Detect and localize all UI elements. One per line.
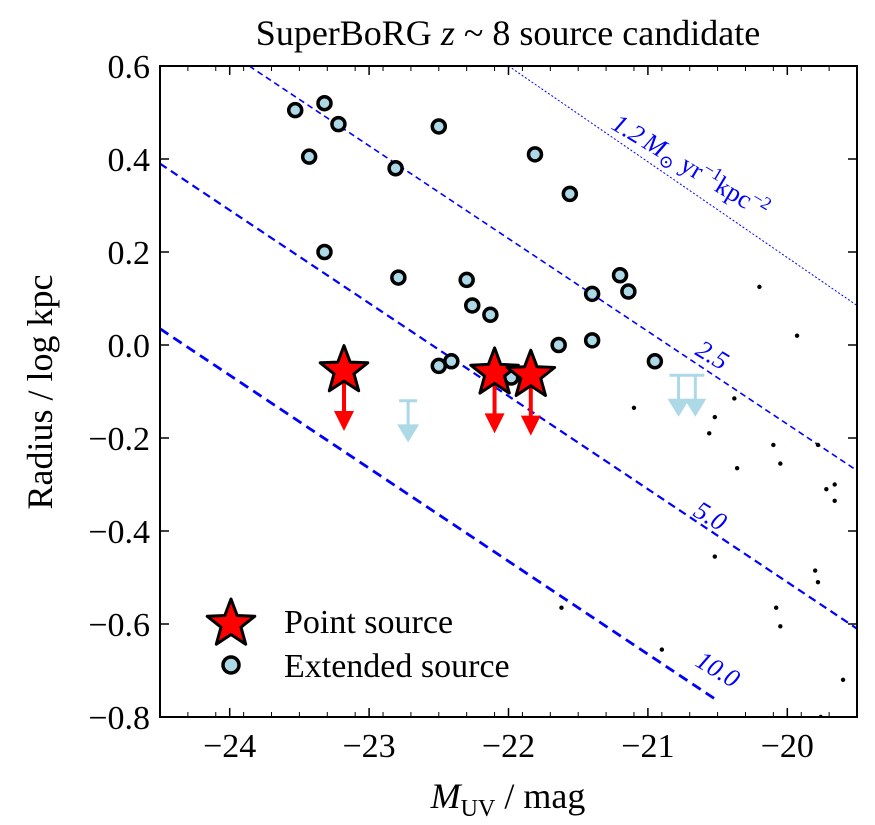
extended-source-point xyxy=(526,146,544,163)
y-tick-label: −0.8 xyxy=(88,700,150,737)
background-point xyxy=(712,554,718,559)
background-point xyxy=(794,333,800,338)
extended-source-point xyxy=(387,160,404,177)
legend-circle-marker xyxy=(221,655,241,675)
background-point xyxy=(815,442,821,448)
extended-source-point xyxy=(286,101,304,119)
x-tick-labels: −24 −23 −22 −21 −20 xyxy=(203,728,814,765)
extended-source-point xyxy=(300,148,318,165)
y-axis-label: Radius / log kpc xyxy=(20,275,60,510)
x-tick-label: −20 xyxy=(761,728,814,765)
background-point xyxy=(757,284,762,290)
extended-source-point xyxy=(646,353,664,370)
background-point xyxy=(559,605,564,610)
sfr-line-2-5 xyxy=(248,66,857,472)
y-tick-label: 0.6 xyxy=(108,49,151,86)
extended-source-point xyxy=(330,115,347,133)
background-point xyxy=(734,466,740,471)
extended-source-point xyxy=(316,94,333,112)
point-source-point xyxy=(318,344,370,432)
legend-star-marker xyxy=(205,597,257,646)
background-point xyxy=(771,442,776,448)
y-tick-label: 0.0 xyxy=(108,328,151,365)
sfr-line-1-2 xyxy=(508,66,857,306)
legend-label-extended-source: Extended source xyxy=(284,648,510,685)
extended-source-point xyxy=(464,297,481,314)
background-point xyxy=(832,482,837,487)
background-point xyxy=(832,498,837,503)
point-source-point xyxy=(505,348,557,436)
background-point xyxy=(778,624,783,629)
extended-source-point xyxy=(316,243,333,261)
x-axis-label: MUV / mag xyxy=(430,776,586,822)
extended-source-point xyxy=(550,336,567,354)
background-point xyxy=(840,677,846,682)
upper-limit-arrow xyxy=(667,373,690,417)
background-point xyxy=(631,405,637,410)
upper-limit-arrow xyxy=(684,373,707,417)
background-point xyxy=(659,647,665,652)
plot-frame xyxy=(159,65,858,718)
extended-source-point xyxy=(482,306,499,324)
background-point xyxy=(732,396,737,401)
extended-source-point xyxy=(611,267,629,284)
extended-source-point xyxy=(390,269,407,286)
extended-source-point xyxy=(583,285,601,303)
x-tick-label: −22 xyxy=(482,728,535,765)
legend-label-point-source: Point source xyxy=(284,604,453,641)
y-tick-label: 0.4 xyxy=(108,142,151,179)
extended-source-point xyxy=(561,185,579,203)
y-tick-label: −0.2 xyxy=(88,421,150,458)
point-source-points xyxy=(318,344,557,436)
background-point xyxy=(815,579,821,585)
background-point xyxy=(773,605,779,610)
extended-source-point xyxy=(583,332,601,349)
extended-source-point xyxy=(458,271,475,289)
plot-area xyxy=(159,65,858,718)
background-point xyxy=(707,431,712,436)
extended-upper-limits xyxy=(397,373,707,443)
extended-source-point xyxy=(430,118,448,135)
point-source-point xyxy=(469,346,520,434)
extended-source-point xyxy=(443,353,460,370)
extended-source-points xyxy=(286,94,664,386)
background-point xyxy=(712,414,718,420)
x-tick-label: −21 xyxy=(621,728,674,765)
y-tick-label: −0.4 xyxy=(88,514,150,551)
background-point xyxy=(778,461,783,466)
chart-title: SuperBoRG z ~ 8 source candidate xyxy=(256,13,760,53)
background-points xyxy=(559,284,846,717)
background-point xyxy=(824,486,829,492)
upper-limit-arrow xyxy=(397,399,420,443)
sfr-line-5-0 xyxy=(160,162,857,630)
y-tick-label: −0.6 xyxy=(88,607,150,644)
y-tick-label: 0.2 xyxy=(108,235,151,272)
extended-source-point xyxy=(620,283,637,300)
x-tick-label: −24 xyxy=(203,728,256,765)
legend: Point source Extended source xyxy=(205,597,510,685)
background-point xyxy=(812,568,818,573)
y-tick-labels: 0.6 0.4 0.2 0.0 −0.2 −0.4 −0.6 −0.8 xyxy=(88,49,150,737)
sfr-lines xyxy=(160,66,857,702)
x-tick-label: −23 xyxy=(343,728,396,765)
